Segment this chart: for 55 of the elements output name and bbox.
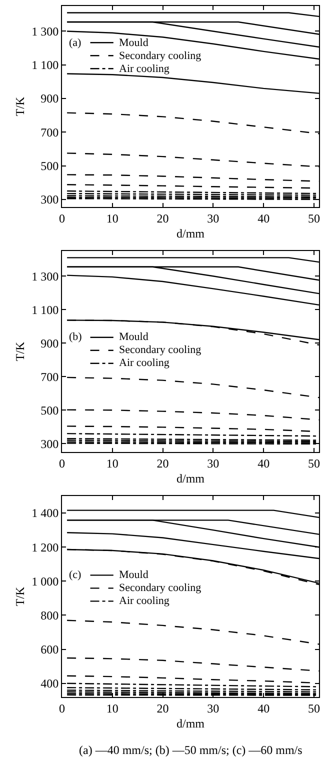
y-tick-label: 900	[40, 336, 59, 350]
y-tick-label: 1 100	[32, 302, 59, 317]
y-tick-label: 700	[40, 125, 59, 140]
legend-label: Mould	[119, 331, 149, 343]
y-tick-label: 1 100	[32, 58, 59, 72]
y-tick-label: 1 300	[32, 24, 59, 38]
x-tick-label: 20	[156, 456, 169, 470]
y-tick-label: 300	[40, 192, 59, 207]
y-tick-label: 500	[40, 403, 59, 418]
x-tick-label: 0	[59, 211, 65, 226]
x-tick-label: 30	[207, 211, 220, 226]
x-tick-label: 40	[258, 701, 270, 716]
y-tick-label: 800	[40, 608, 59, 622]
x-tick-label: 10	[106, 701, 118, 716]
x-axis-title: d/mm	[176, 471, 206, 486]
legend-label: Mould	[119, 37, 149, 49]
x-tick-label: 10	[106, 211, 118, 226]
annotation: (c)	[69, 569, 82, 581]
legend-label: Air cooling	[119, 63, 170, 75]
y-tick-label: 1 400	[32, 506, 59, 520]
y-tick-label: 900	[40, 92, 59, 106]
annotation: (b)	[69, 331, 82, 343]
legend-label: Air cooling	[119, 595, 170, 607]
legend-label: Air cooling	[119, 357, 170, 369]
x-tick-label: 20	[156, 701, 169, 716]
x-tick-label: 50	[308, 701, 320, 716]
y-axis-title: T/K	[12, 342, 27, 362]
x-tick-label: 20	[156, 211, 169, 226]
x-tick-label: 40	[258, 456, 270, 470]
legend-label: Secondary cooling	[119, 50, 202, 62]
x-axis-title: d/mm	[176, 226, 206, 240]
legend-label: Secondary cooling	[119, 344, 202, 356]
y-axis-title: T/K	[12, 586, 27, 606]
x-tick-label: 50	[308, 456, 320, 470]
y-tick-label: 1 300	[32, 269, 59, 284]
legend-label: Mould	[119, 569, 149, 581]
y-tick-label: 700	[40, 370, 59, 384]
x-tick-label: 30	[207, 456, 220, 470]
annotation: (a)	[69, 37, 82, 49]
x-tick-label: 40	[258, 211, 270, 226]
text: (a) —40 mm/s; (b) —50 mm/s; (c) —60 mm/s	[79, 743, 303, 757]
x-tick-label: 10	[106, 456, 118, 470]
y-tick-label: 300	[40, 436, 59, 451]
y-axis-title: T/K	[12, 96, 27, 116]
y-tick-label: 1 200	[32, 540, 59, 554]
y-tick-label: 1 000	[32, 574, 59, 588]
y-tick-label: 400	[40, 676, 59, 691]
x-tick-label: 0	[59, 456, 65, 470]
x-tick-label: 30	[207, 701, 220, 716]
x-tick-label: 0	[59, 701, 65, 716]
y-tick-label: 600	[40, 642, 59, 657]
legend-label: Secondary cooling	[119, 582, 202, 594]
x-axis-title: d/mm	[176, 716, 206, 730]
y-tick-label: 500	[40, 158, 59, 173]
x-tick-label: 50	[308, 211, 320, 226]
